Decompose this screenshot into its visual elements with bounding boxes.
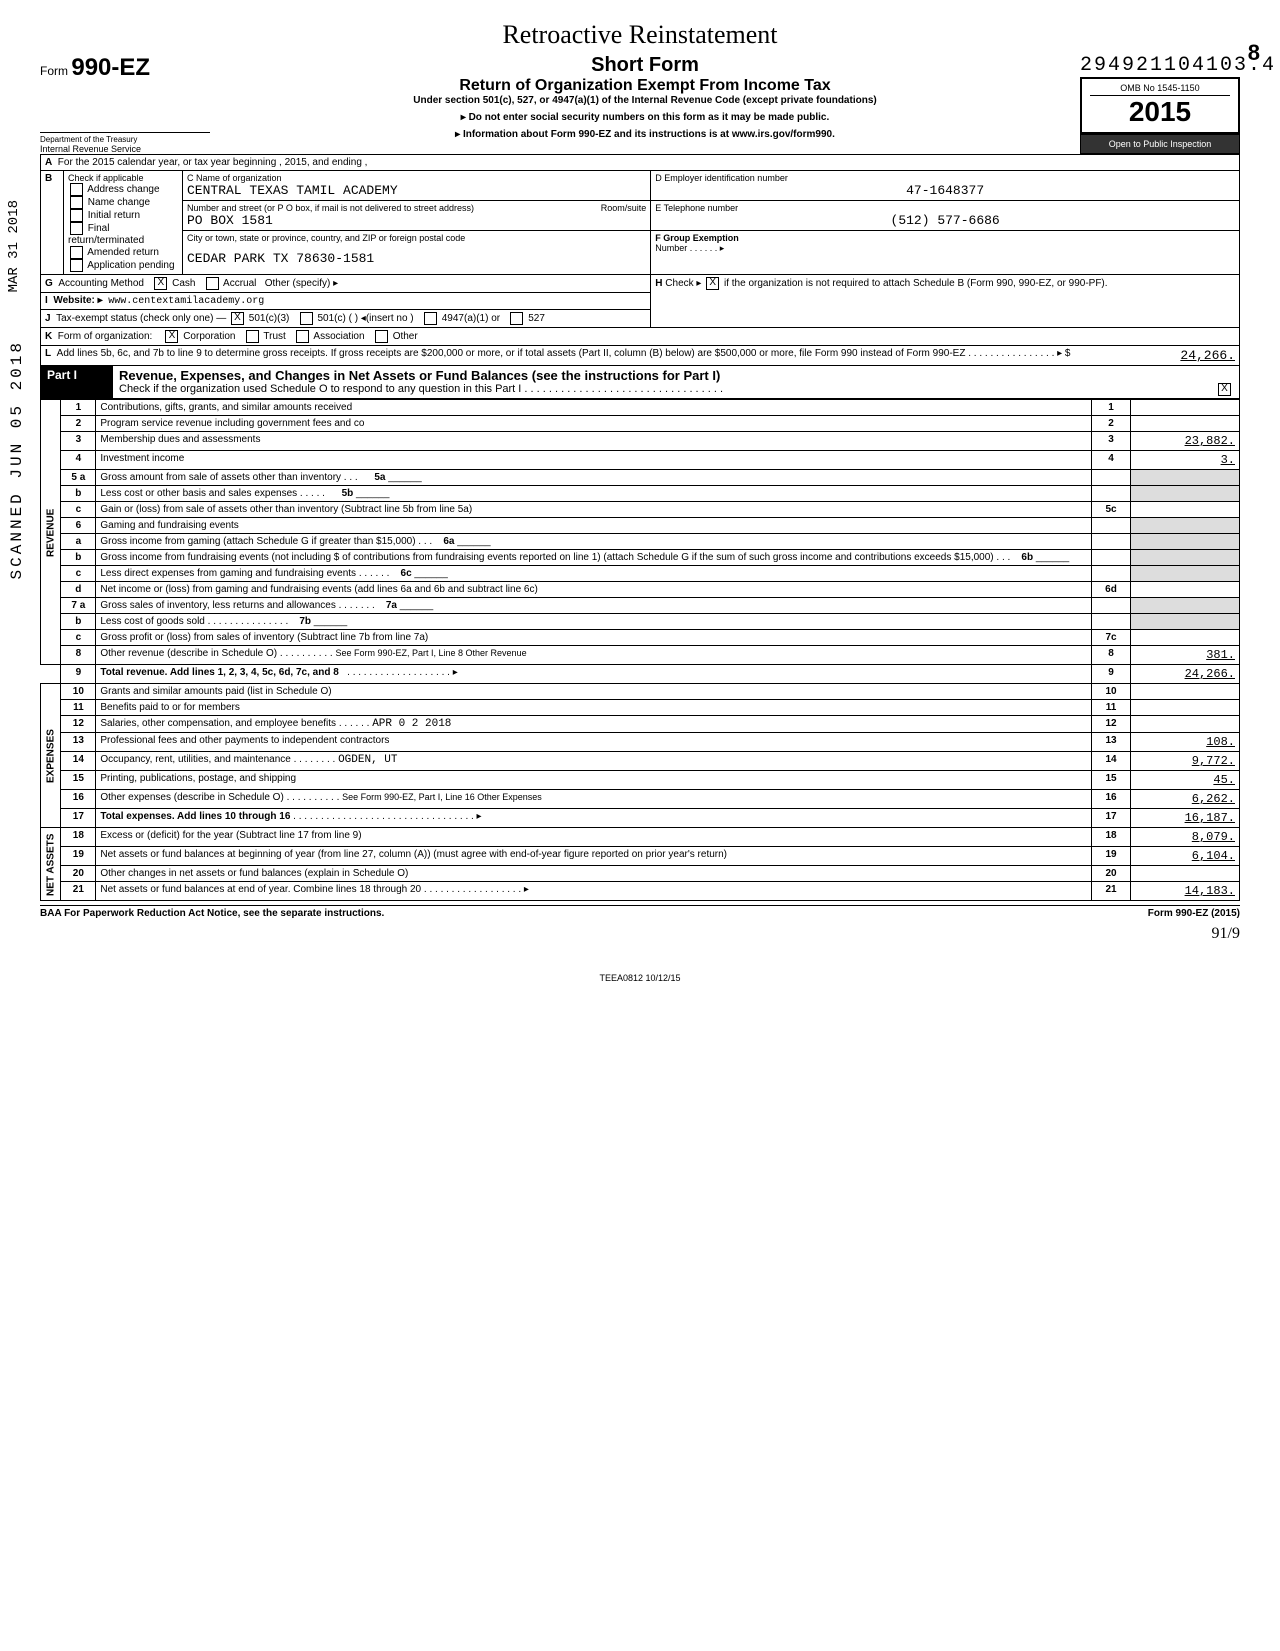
part1-title: Revenue, Expenses, and Changes in Net As… <box>113 366 1239 398</box>
line-1-label: Contributions, gifts, grants, and simila… <box>96 400 1092 416</box>
line-12-label: Salaries, other compensation, and employ… <box>100 718 336 729</box>
line-7b-label: Less cost of goods sold <box>100 616 205 627</box>
line-13-label: Professional fees and other payments to … <box>96 733 1092 752</box>
line-6d-label: Net income or (loss) from gaming and fun… <box>96 582 1092 598</box>
line-3-label: Membership dues and assessments <box>96 432 1092 451</box>
line-5c-label: Gain or (loss) from sale of assets other… <box>96 502 1092 518</box>
subtitle-1: Under section 501(c), 527, or 4947(a)(1)… <box>210 95 1080 106</box>
main-title: Return of Organization Exempt From Incom… <box>210 77 1080 95</box>
dept-treasury: Department of the Treasury <box>40 132 210 144</box>
footer-right: Form 990-EZ (2015) <box>1148 908 1240 919</box>
line-G: G Accounting Method X Cash Accrual Other… <box>41 275 651 293</box>
line-14-label: Occupancy, rent, utilities, and maintena… <box>100 754 290 765</box>
line-6a-label: Gross income from gaming (attach Schedul… <box>100 536 415 547</box>
subtitle-2: ▸ Do not enter social security numbers o… <box>210 112 1080 123</box>
line-A: A For the 2015 calendar year, or tax yea… <box>41 155 1240 171</box>
line-6c-label: Less direct expenses from gaming and fun… <box>100 568 356 579</box>
col-B-label: B <box>41 171 64 275</box>
box-C-name: C Name of organization CENTRAL TEXAS TAM… <box>183 171 651 201</box>
box-E: E Telephone number (512) 577-6686 <box>651 201 1240 231</box>
line-16-val: 6,262. <box>1131 790 1240 809</box>
part1-header: Part I <box>41 366 113 398</box>
line-5b-label: Less cost or other basis and sales expen… <box>100 488 297 499</box>
box-C-city: City or town, state or province, country… <box>183 231 651 275</box>
stamp-number: 294921104103.4 <box>1080 54 1240 77</box>
line-17-val: 16,187. <box>1131 809 1240 828</box>
line-19-val: 6,104. <box>1131 847 1240 866</box>
side-stamp-scanned: SCANNED JUN 05 2018 <box>8 340 26 579</box>
line-6-label: Gaming and fundraising events <box>96 518 1092 534</box>
line-8-val: 381. <box>1131 646 1240 665</box>
tax-year: 2015 <box>1090 96 1230 128</box>
line-11-label: Benefits paid to or for members <box>96 700 1092 716</box>
line-17-label: Total expenses. Add lines 10 through 16 <box>100 811 290 822</box>
line-21-val: 14,183. <box>1131 882 1240 901</box>
line-5a-label: Gross amount from sale of assets other t… <box>100 472 341 483</box>
line-10-label: Grants and similar amounts paid (list in… <box>96 684 1092 700</box>
line-9-val: 24,266. <box>1131 665 1240 684</box>
line-16-label: Other expenses (describe in Schedule O) <box>100 792 283 803</box>
expenses-vert-label: EXPENSES <box>41 684 61 828</box>
box-C-street: Number and street (or P O box, if mail i… <box>183 201 651 231</box>
netassets-vert-label: NET ASSETS <box>41 828 61 901</box>
line-14-val: 9,772. <box>1131 752 1240 771</box>
line-6b-label: Gross income from fundraising events (no… <box>100 552 993 563</box>
footer-left: BAA For Paperwork Reduction Act Notice, … <box>40 908 384 919</box>
line-7a-label: Gross sales of inventory, less returns a… <box>100 600 335 611</box>
line-J: J Tax-exempt status (check only one) — X… <box>41 310 651 328</box>
form-number: Form 990-EZ <box>40 54 210 82</box>
line-I: I Website: ▸ www.centextamilacademy.org <box>41 293 651 310</box>
subtitle-3: ▸ Information about Form 990-EZ and its … <box>210 129 1080 140</box>
box-F: F Group Exemption Number . . . . . . ▸ <box>651 231 1240 275</box>
box-B: Check if applicable Address change Name … <box>64 171 183 275</box>
line-7c-label: Gross profit or (loss) from sales of inv… <box>96 630 1092 646</box>
revenue-vert-label: REVENUE <box>41 400 61 665</box>
line-8-label: Other revenue (describe in Schedule O) <box>100 648 277 659</box>
line-4-label: Investment income <box>96 451 1092 470</box>
public-inspection: Open to Public Inspection <box>1080 134 1240 154</box>
line-15-val: 45. <box>1131 771 1240 790</box>
handwritten-91-9: 91/9 <box>40 925 1240 943</box>
line-18-label: Excess or (deficit) for the year (Subtra… <box>96 828 1092 847</box>
line-18-val: 8,079. <box>1131 828 1240 847</box>
margin-date-stamp: MAR 31 2018 <box>6 200 22 292</box>
line-15-label: Printing, publications, postage, and shi… <box>96 771 1092 790</box>
line-13-val: 108. <box>1131 733 1240 752</box>
short-form-title: Short Form <box>210 54 1080 77</box>
line-L: L Add lines 5b, 6c, and 7b to line 9 to … <box>41 346 1240 366</box>
line-2-label: Program service revenue including govern… <box>96 416 1092 432</box>
handwritten-header: Retroactive Reinstatement <box>40 20 1240 50</box>
footer-mid: TEEA0812 10/12/15 <box>40 973 1240 983</box>
line-K: K Form of organization: X Corporation Tr… <box>41 328 1240 346</box>
box-D: D Employer identification number 47-1648… <box>651 171 1240 201</box>
line-21-label: Net assets or fund balances at end of ye… <box>100 884 421 895</box>
irs-label: Internal Revenue Service <box>40 144 210 154</box>
line-4-val: 3. <box>1131 451 1240 470</box>
line-H: H Check ▸ X if the organization is not r… <box>651 275 1240 328</box>
omb-number: OMB No 1545-1150 <box>1090 83 1230 96</box>
line-20-label: Other changes in net assets or fund bala… <box>96 866 1092 882</box>
page-number-8: 8 <box>1248 40 1260 66</box>
line-3-val: 23,882. <box>1131 432 1240 451</box>
line-9-label: Total revenue. Add lines 1, 2, 3, 4, 5c,… <box>100 667 338 678</box>
line-19-label: Net assets or fund balances at beginning… <box>96 847 1092 866</box>
